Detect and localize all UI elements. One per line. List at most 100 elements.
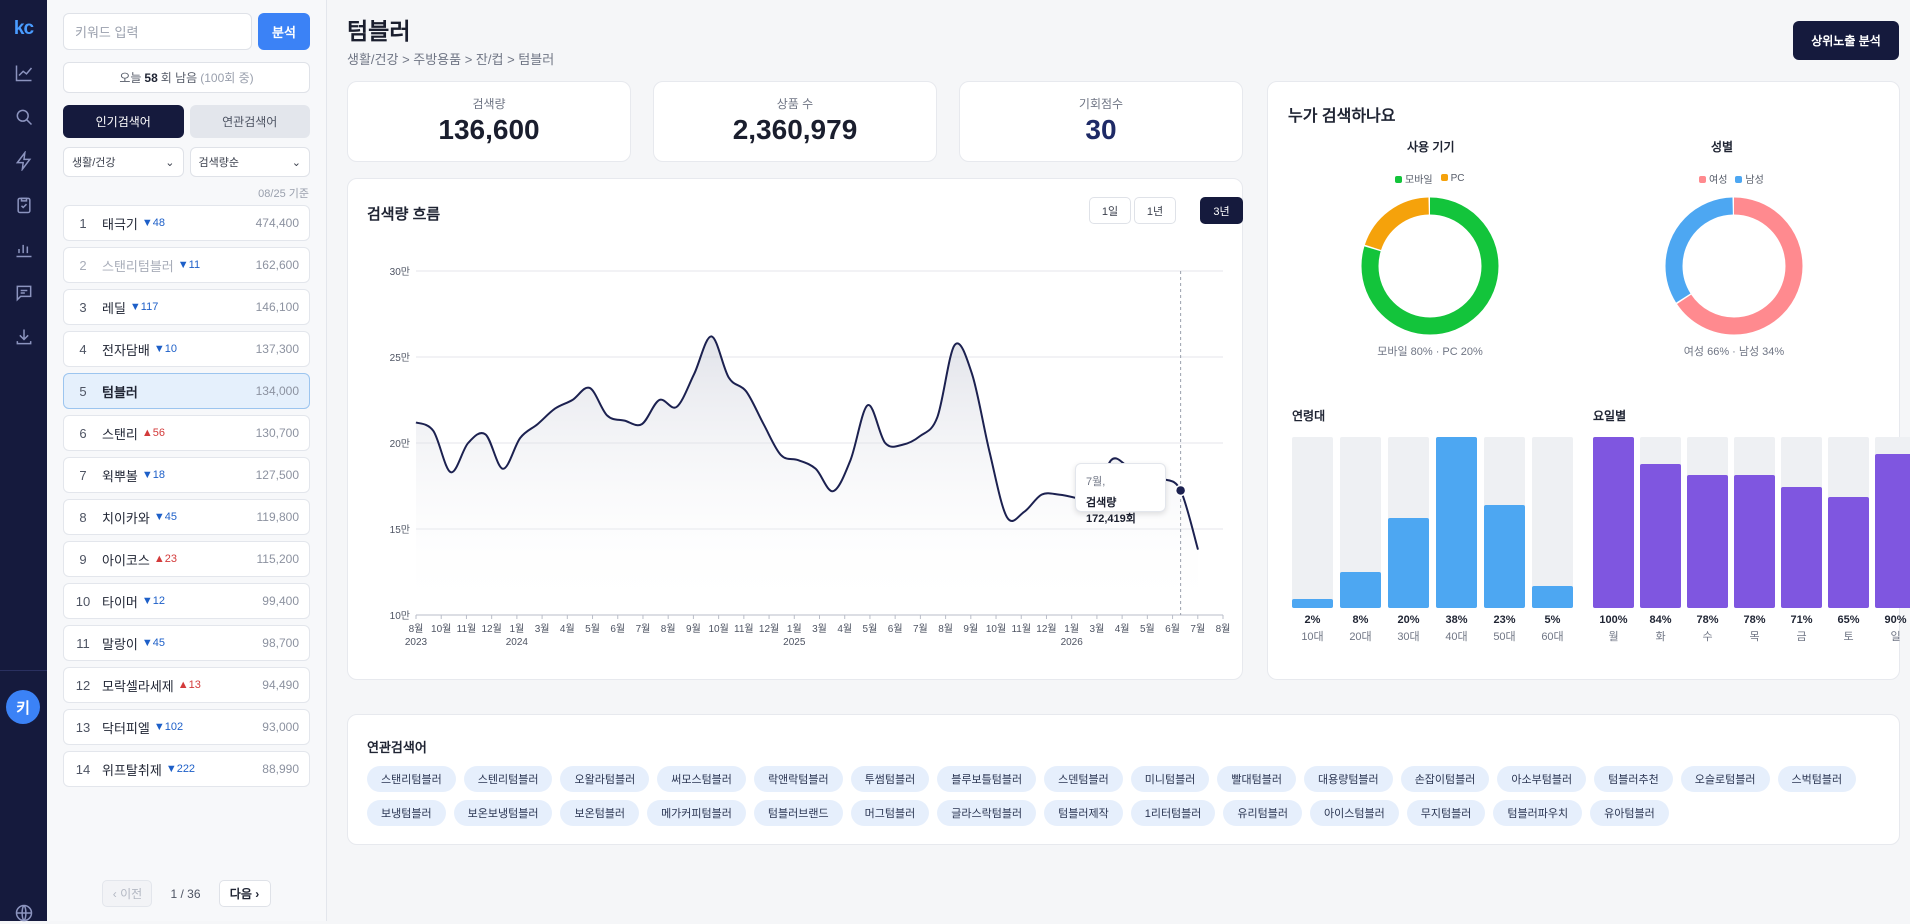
bar-chart-icon[interactable] <box>13 238 35 260</box>
trend-icon[interactable] <box>13 62 35 84</box>
keyword-row[interactable]: 14 위프탈취제 ▼222 88,990 <box>63 751 310 787</box>
keyword-rank-change: ▼11 <box>177 259 201 271</box>
related-title: 연관검색어 <box>367 740 427 755</box>
keyword-row[interactable]: 6 스탠리 ▲56 130,700 <box>63 415 310 451</box>
weekday-bar-column: 84% 화 <box>1640 437 1681 644</box>
weekday-bar-label: 수 <box>1702 631 1713 643</box>
app-logo[interactable]: kc <box>13 18 34 39</box>
top-exposure-analysis-button[interactable]: 상위노출 분석 <box>1793 21 1899 60</box>
keyword-row[interactable]: 3 레딜 ▼117 146,100 <box>63 289 310 325</box>
stat-value: 2,360,979 <box>732 114 858 145</box>
related-keyword-chip[interactable]: 스텐리텀블러 <box>463 766 553 792</box>
hover-point <box>1174 484 1187 497</box>
keyword-row[interactable]: 10 타이머 ▼12 99,400 <box>63 583 310 619</box>
weekday-bar-column: 71% 금 <box>1781 437 1822 644</box>
keyword-search-input[interactable]: 키워드 입력 <box>63 13 252 50</box>
keyword-row[interactable]: 11 말랑이 ▼45 98,700 <box>63 625 310 661</box>
related-keyword-chip[interactable]: 오슬로텀블러 <box>1680 766 1770 792</box>
keyword-volume: 474,400 <box>255 216 299 230</box>
tab-popular[interactable]: 인기검색어 <box>63 105 184 138</box>
sort-select-value: 검색량순 <box>198 157 239 169</box>
category-select[interactable]: 생활/건강 ⌄ <box>63 147 184 177</box>
weekday-bar-column: 90% 일 <box>1875 437 1910 644</box>
download-icon[interactable] <box>13 326 35 348</box>
range-3y-button[interactable]: 3년 <box>1200 197 1243 224</box>
related-keyword-chip[interactable]: 텀블러브랜드 <box>753 800 843 826</box>
next-page-button[interactable]: 다음 › <box>218 880 271 907</box>
keyword-row[interactable]: 1 태극기 ▼48 474,400 <box>63 205 310 241</box>
age-bar <box>1292 599 1333 608</box>
prev-page-button[interactable]: ‹ 이전 <box>102 880 153 907</box>
age-bar <box>1388 518 1429 608</box>
related-keyword-chip[interactable]: 글라스락텀블러 <box>937 800 1037 826</box>
keyword-row[interactable]: 9 아이코스 ▲23 115,200 <box>63 541 310 577</box>
keyword-row[interactable]: 8 치이카와 ▼45 119,800 <box>63 499 310 535</box>
x-tick-label: 6월 <box>610 623 625 635</box>
weekday-bar-column: 65% 토 <box>1828 437 1869 644</box>
related-keyword-chip[interactable]: 투썸텀블러 <box>850 766 930 792</box>
sort-select[interactable]: 검색량순 ⌄ <box>189 147 310 177</box>
x-tick-label: 3월 <box>535 623 550 635</box>
message-icon[interactable] <box>13 282 35 304</box>
keyword-row[interactable]: 13 닥터피엘 ▼102 93,000 <box>63 709 310 745</box>
related-keyword-chip[interactable]: 스탠리텀블러 <box>367 766 456 792</box>
related-keyword-chip[interactable]: 머그텀블러 <box>850 800 930 826</box>
search-icon[interactable] <box>13 106 35 128</box>
related-keyword-chip[interactable]: 써모스텀블러 <box>657 766 746 792</box>
x-tick-label: 5월 <box>863 623 878 635</box>
range-1d-button[interactable]: 1일 <box>1089 197 1131 224</box>
weekday-bar-track <box>1593 437 1634 608</box>
related-keyword-chip[interactable]: 텀블러파우치 <box>1493 800 1583 826</box>
related-keyword-chip[interactable]: 스벅텀블러 <box>1777 766 1857 792</box>
page-title: 텀블러 <box>347 18 411 44</box>
weekday-bar-value: 71% <box>1790 614 1813 626</box>
related-keyword-chip[interactable]: 손잡이텀블러 <box>1400 766 1490 792</box>
related-keyword-chip[interactable]: 보냉텀블러 <box>367 800 446 826</box>
related-keyword-chip[interactable]: 메가커피텀블러 <box>647 800 746 826</box>
quota-prefix: 오늘 <box>119 71 142 85</box>
related-keyword-chip[interactable]: 텀블러추천 <box>1594 766 1673 792</box>
analyze-button[interactable]: 분석 <box>258 13 310 50</box>
x-tick-label: 8월 <box>938 623 953 635</box>
related-keyword-chip[interactable]: 아소부텀블러 <box>1497 766 1587 792</box>
age-bar-column: 8% 20대 <box>1340 437 1381 644</box>
x-tick-label: 12월 <box>481 623 501 635</box>
clipboard-icon[interactable] <box>13 194 35 216</box>
range-1y-button[interactable]: 1년 <box>1134 197 1176 224</box>
related-keyword-chip[interactable]: 유리텀블러 <box>1223 800 1303 826</box>
related-keyword-chip[interactable]: 오왈라텀블러 <box>560 766 650 792</box>
weekday-bar <box>1687 474 1728 608</box>
related-keyword-chip[interactable]: 락앤락텀블러 <box>753 766 843 792</box>
stat-label: 상품 수 <box>776 97 814 111</box>
keyword-volume: 137,300 <box>255 342 299 356</box>
keyword-name: 윅뿌볼 <box>102 468 138 484</box>
lightning-icon[interactable] <box>13 150 35 172</box>
keyword-tabs: 인기검색어 연관검색어 <box>63 105 310 138</box>
related-keyword-chip[interactable]: 텀블러제작 <box>1044 800 1123 826</box>
related-keyword-chip[interactable]: 대용량텀블러 <box>1303 766 1393 792</box>
related-keyword-chip[interactable]: 1리터텀블러 <box>1130 800 1216 826</box>
related-keyword-chip[interactable]: 보온텀블러 <box>560 800 640 826</box>
keyword-volume: 119,800 <box>256 510 300 524</box>
user-avatar[interactable]: 키 <box>6 690 40 724</box>
keyword-row[interactable]: 2 스탠리텀블러 ▼11 162,600 <box>63 247 310 283</box>
related-keyword-chip[interactable]: 빨대텀블러 <box>1217 766 1296 792</box>
keyword-row[interactable]: 4 전자담배 ▼10 137,300 <box>63 331 310 367</box>
weekday-bar-value: 78% <box>1696 614 1719 626</box>
related-keyword-chip[interactable]: 무지텀블러 <box>1406 800 1486 826</box>
x-tick-label: 4월 <box>1115 623 1130 635</box>
keyword-row[interactable]: 12 모락셀라세제 ▲13 94,490 <box>63 667 310 703</box>
y-tick-label: 20만 <box>390 438 410 450</box>
keyword-row[interactable]: 7 윅뿌볼 ▼18 127,500 <box>63 457 310 493</box>
related-keyword-chip[interactable]: 보온보냉텀블러 <box>453 800 553 826</box>
related-keyword-chip[interactable]: 아이스텀블러 <box>1310 800 1399 826</box>
tab-related[interactable]: 연관검색어 <box>189 105 310 138</box>
related-keyword-chip[interactable]: 스덴텀블러 <box>1044 766 1123 792</box>
weekday-bar <box>1828 496 1869 608</box>
keyword-row[interactable]: 5 텀블러 134,000 <box>63 373 310 409</box>
keyword-name: 스탠리텀블러 <box>102 258 174 274</box>
related-keyword-chip[interactable]: 미니텀블러 <box>1130 766 1210 792</box>
related-keyword-chip[interactable]: 유아텀블러 <box>1590 800 1669 826</box>
related-keyword-chip[interactable]: 블루보틀텀블러 <box>937 766 1037 792</box>
